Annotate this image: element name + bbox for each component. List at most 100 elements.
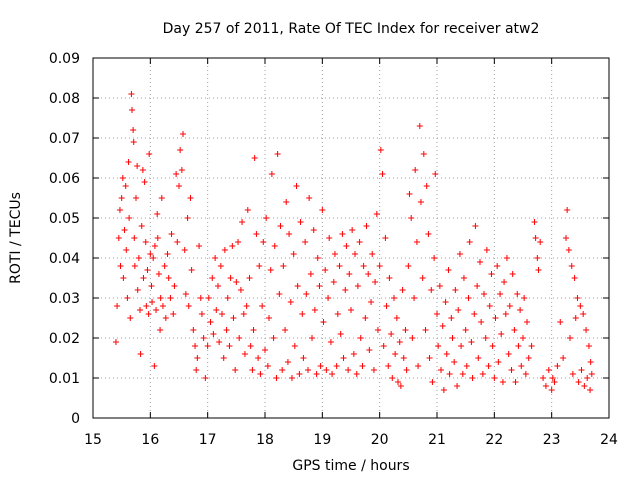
- data-point: [257, 371, 264, 377]
- data-point: [322, 267, 329, 273]
- data-point: [436, 283, 443, 289]
- data-point: [276, 291, 283, 297]
- data-point: [123, 247, 130, 253]
- data-point: [306, 195, 313, 201]
- data-point: [400, 355, 407, 361]
- data-point: [435, 343, 442, 349]
- data-point: [167, 295, 174, 301]
- data-point: [460, 275, 467, 281]
- data-point: [346, 271, 353, 277]
- data-point: [399, 287, 406, 293]
- data-point: [217, 263, 224, 269]
- data-point: [311, 307, 318, 313]
- data-point: [114, 303, 121, 309]
- data-point: [482, 335, 489, 341]
- data-point: [370, 367, 377, 373]
- data-point: [137, 351, 144, 357]
- data-point: [580, 311, 587, 317]
- data-point: [219, 311, 225, 317]
- x-axis-ticks: 15 16 17 18 19 20 21 22 23 24: [84, 58, 618, 448]
- data-point: [200, 335, 207, 341]
- data-point: [178, 167, 185, 173]
- data-point: [585, 343, 592, 349]
- data-point: [395, 379, 402, 385]
- data-point: [405, 263, 412, 269]
- data-point: [118, 195, 125, 201]
- data-point: [194, 355, 201, 361]
- data-point: [154, 235, 161, 241]
- data-point: [293, 183, 300, 189]
- data-point: [331, 251, 338, 257]
- data-point: [372, 279, 379, 285]
- data-point: [340, 355, 347, 361]
- data-point: [567, 335, 574, 341]
- data-point: [126, 215, 133, 221]
- data-point: [147, 251, 154, 257]
- data-point: [330, 279, 337, 285]
- data-point: [246, 275, 253, 281]
- data-point: [236, 335, 243, 341]
- data-point: [352, 251, 359, 257]
- data-point: [198, 311, 205, 317]
- data-point: [184, 215, 191, 221]
- data-point: [499, 379, 506, 385]
- data-point: [386, 275, 393, 281]
- data-point: [329, 371, 336, 377]
- data-point: [448, 315, 455, 321]
- data-point: [223, 327, 230, 333]
- data-point: [216, 339, 223, 345]
- data-point: [439, 323, 446, 329]
- data-point: [587, 359, 594, 365]
- data-point: [154, 211, 161, 217]
- data-point: [250, 327, 257, 333]
- data-point: [479, 371, 486, 377]
- data-point: [498, 331, 505, 337]
- data-point: [149, 299, 156, 305]
- data-point: [296, 371, 303, 377]
- data-point: [537, 239, 544, 245]
- data-point: [409, 335, 416, 341]
- data-point: [568, 263, 575, 269]
- data-point: [588, 371, 595, 377]
- y-tick-label: 0.04: [49, 251, 80, 267]
- data-point: [565, 247, 572, 253]
- data-point: [458, 343, 465, 349]
- data-point: [299, 311, 306, 317]
- data-point: [360, 263, 367, 269]
- data-point: [266, 315, 273, 321]
- data-point: [422, 327, 429, 333]
- data-point: [512, 379, 519, 385]
- data-point: [121, 227, 128, 233]
- data-point: [309, 335, 316, 341]
- data-point: [158, 195, 165, 201]
- data-point: [488, 271, 495, 277]
- data-point: [574, 295, 581, 301]
- data-point: [508, 367, 515, 373]
- data-point: [259, 303, 266, 309]
- y-tick-label: 0.09: [49, 51, 80, 67]
- data-point: [554, 363, 561, 369]
- data-point: [151, 363, 158, 369]
- data-point: [291, 343, 298, 349]
- data-point: [307, 271, 314, 277]
- data-point: [354, 283, 361, 289]
- data-point: [494, 263, 501, 269]
- data-point: [492, 315, 499, 321]
- data-point: [131, 235, 138, 241]
- data-point: [373, 211, 380, 217]
- data-point: [548, 387, 555, 393]
- data-point: [294, 283, 301, 289]
- data-point: [531, 219, 538, 225]
- data-point: [416, 123, 423, 129]
- data-point: [117, 263, 124, 269]
- data-point: [514, 291, 521, 297]
- data-point: [125, 159, 132, 165]
- data-point: [130, 127, 137, 133]
- data-point: [229, 243, 236, 249]
- plot-frame: [92, 57, 610, 419]
- data-point: [339, 231, 346, 237]
- data-point: [495, 359, 502, 365]
- data-point: [408, 215, 415, 221]
- data-point: [443, 351, 450, 357]
- data-point: [137, 307, 144, 313]
